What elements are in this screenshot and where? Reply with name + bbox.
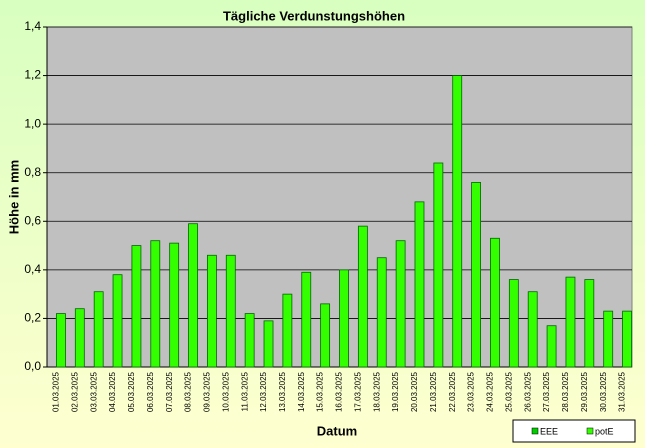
bar [320,303,331,368]
x-tick-label: 05.03.2025 [127,371,136,412]
bar [357,225,368,368]
bar [376,257,387,368]
y-tick-label: 0,4 [24,262,41,276]
bar [508,279,519,368]
x-tick-label: 24.03.2025 [486,371,495,412]
legend-swatch [531,427,539,435]
x-tick-label: 14.03.2025 [297,371,306,412]
bar [414,201,425,368]
x-tick-label: 12.03.2025 [259,371,268,412]
y-tick-label: 0,6 [24,213,41,227]
bar [565,276,576,368]
bar [339,269,349,368]
x-tick-label: 07.03.2025 [165,371,174,412]
bar [546,325,557,368]
bar [282,293,293,368]
x-tick-label: 18.03.2025 [372,371,381,412]
y-tick-label: 1,4 [24,19,41,33]
x-tick-label: 29.03.2025 [580,371,589,412]
x-tick-label: 22.03.2025 [448,371,457,412]
x-tick-label: 01.03.2025 [52,371,61,412]
x-tick-label: 10.03.2025 [221,371,230,412]
y-tick-label: 0,8 [24,165,41,179]
y-tick-label: 0,0 [24,359,41,373]
bar [112,274,123,368]
x-tick-label: 03.03.2025 [89,371,98,412]
x-tick-label: 26.03.2025 [523,371,532,412]
x-tick-label: 13.03.2025 [278,371,287,412]
x-tick-label: 23.03.2025 [467,371,476,412]
bar [169,242,180,368]
y-tick-label: 0,2 [24,311,41,325]
bar [622,310,632,368]
x-tick-label: 02.03.2025 [70,371,79,412]
x-tick-label: 17.03.2025 [353,371,362,412]
bar [527,291,538,368]
bar [490,237,500,368]
x-tick-label: 09.03.2025 [203,371,212,412]
x-tick-label: 27.03.2025 [542,371,551,412]
legend-label: EEE [540,426,558,436]
bar [433,162,444,368]
bar [584,279,595,368]
bar [56,313,66,368]
x-tick-label: 08.03.2025 [184,371,193,412]
bar [471,182,481,368]
y-tick-label: 1,2 [24,68,41,82]
bar [150,240,161,368]
bar [301,271,312,368]
legend-swatch [586,427,594,435]
bar [395,240,406,368]
legend [512,419,636,443]
x-tick-label: 06.03.2025 [146,371,155,412]
legend-label: potE [595,426,614,436]
x-tick-label: 28.03.2025 [561,371,570,412]
x-tick-label: 31.03.2025 [618,371,627,412]
x-tick-label: 16.03.2025 [335,371,344,412]
bar [188,223,198,368]
bar [74,308,85,368]
x-tick-label: 30.03.2025 [599,371,608,412]
chart-title: Tägliche Verdunstungshöhen [223,8,405,23]
bar [131,245,142,368]
x-axis-label: Datum [317,423,357,438]
x-tick-label: 25.03.2025 [504,371,513,412]
bar [603,310,614,368]
y-axis-label: Höhe in mm [6,160,21,234]
bar [207,254,217,368]
bar [225,254,236,368]
x-tick-label: 19.03.2025 [391,371,400,412]
x-tick-label: 21.03.2025 [429,371,438,412]
bar [244,313,255,368]
bar [452,75,463,368]
x-tick-label: 04.03.2025 [108,371,117,412]
bar [263,320,274,368]
bar [93,291,104,368]
x-tick-label: 11.03.2025 [240,371,249,411]
x-tick-label: 20.03.2025 [410,371,419,412]
x-tick-label: 15.03.2025 [316,371,325,412]
y-tick-label: 1,0 [24,116,41,130]
